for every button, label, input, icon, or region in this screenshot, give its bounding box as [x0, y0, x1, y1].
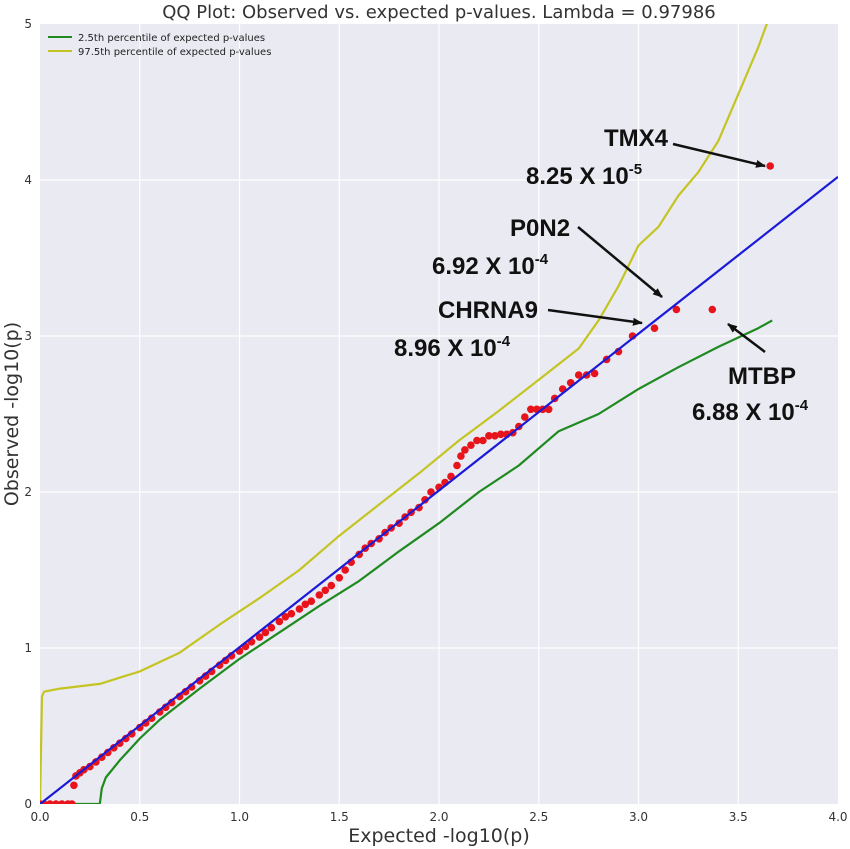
data-point — [574, 371, 583, 379]
annotation-gene-mtbp: MTBP — [728, 363, 796, 390]
gene-annotations: TMX4 8.25 X 10-5 P0N2 6.92 X 10-4 CHRNA9… — [394, 125, 809, 426]
x-tick-label: 3.0 — [629, 810, 648, 824]
y-tick-labels: 0 1 2 3 4 5 — [24, 17, 32, 811]
x-tick-labels: 0.0 0.5 1.0 1.5 2.0 2.5 3.0 3.5 4.0 — [30, 810, 847, 824]
x-tick-label: 0.5 — [130, 810, 149, 824]
data-point — [315, 591, 324, 599]
data-point — [341, 566, 350, 574]
annotation-p-mtbp: 6.88 X 10-4 — [692, 397, 809, 426]
data-point — [116, 739, 124, 747]
data-point — [307, 597, 316, 605]
data-point — [128, 730, 136, 738]
data-point — [92, 758, 100, 766]
data-point — [766, 162, 774, 170]
y-tick-label: 4 — [24, 173, 32, 187]
data-point — [275, 617, 284, 626]
x-tick-label: 3.5 — [729, 810, 748, 824]
data-point — [147, 714, 156, 722]
annotation-gene-tmx4: TMX4 — [604, 125, 669, 152]
data-point — [86, 762, 94, 771]
lower-percentile-line — [40, 319, 773, 804]
y-tick-label: 3 — [24, 329, 32, 343]
data-point — [287, 609, 296, 618]
data-point — [461, 446, 469, 454]
annotation-arrow-chrna9 — [547, 308, 643, 326]
data-point — [473, 436, 481, 445]
data-point — [672, 305, 681, 314]
annotation-gene-chrna9: CHRNA9 — [438, 297, 538, 324]
x-axis-label: Expected -log10(p) — [348, 825, 530, 847]
chart-title: QQ Plot: Observed vs. expected p-values.… — [162, 2, 716, 23]
data-point — [122, 734, 130, 743]
data-point — [295, 605, 304, 613]
data-point — [544, 405, 553, 414]
data-point — [467, 441, 475, 450]
data-point — [255, 633, 264, 641]
x-tick-label: 2.5 — [529, 810, 548, 824]
annotation-arrow-p0n2 — [577, 226, 663, 298]
x-tick-label: 2.0 — [429, 810, 448, 824]
x-tick-label: 0.0 — [30, 810, 49, 824]
data-point — [70, 781, 78, 790]
data-point — [527, 405, 535, 414]
y-tick-label: 1 — [24, 641, 32, 655]
x-tick-label: 1.5 — [330, 810, 349, 824]
y-axis-label: Observed -log10(p) — [1, 322, 23, 506]
data-point — [46, 800, 54, 804]
data-point — [58, 800, 66, 804]
data-point — [68, 800, 76, 804]
annotation-gene-p0n2: P0N2 — [510, 215, 570, 242]
annotation-p-p0n2: 6.92 X 10-4 — [432, 251, 549, 280]
data-point — [497, 430, 505, 439]
data-point — [261, 628, 270, 637]
data-point — [491, 432, 499, 440]
data-point — [485, 432, 493, 440]
data-point — [521, 413, 529, 421]
y-tick-label: 5 — [24, 17, 32, 31]
annotation-p-tmx4: 8.25 X 10-5 — [526, 161, 642, 190]
data-point — [590, 369, 599, 378]
data-point — [327, 581, 336, 590]
data-point — [708, 305, 717, 314]
annotation-arrow-tmx4 — [672, 142, 766, 168]
data-point — [453, 461, 461, 470]
data-point — [301, 600, 310, 609]
data-point — [457, 452, 465, 460]
data-point — [321, 586, 330, 595]
data-point — [141, 719, 150, 727]
legend-label-upper: 97.5th percentile of expected p-values — [78, 47, 271, 58]
data-point — [52, 800, 60, 804]
series-lines — [40, 24, 773, 804]
y-tick-label: 2 — [24, 485, 32, 499]
y-tick-label: 0 — [24, 797, 32, 811]
reference-line — [40, 176, 838, 804]
annotation-p-chrna9: 8.96 X 10-4 — [394, 333, 511, 362]
legend-label-lower: 2.5th percentile of expected p-values — [78, 33, 265, 44]
data-point — [650, 324, 659, 333]
annotation-arrow-mtbp — [727, 323, 766, 353]
legend: 2.5th percentile of expected p-values 97… — [48, 33, 271, 58]
data-point — [267, 623, 276, 632]
x-tick-label: 4.0 — [828, 810, 847, 824]
data-point — [335, 574, 344, 582]
x-tick-label: 1.0 — [230, 810, 249, 824]
upper-percentile-line — [40, 24, 768, 804]
data-point — [281, 613, 290, 621]
grid-lines — [40, 24, 838, 804]
data-point — [479, 436, 487, 445]
